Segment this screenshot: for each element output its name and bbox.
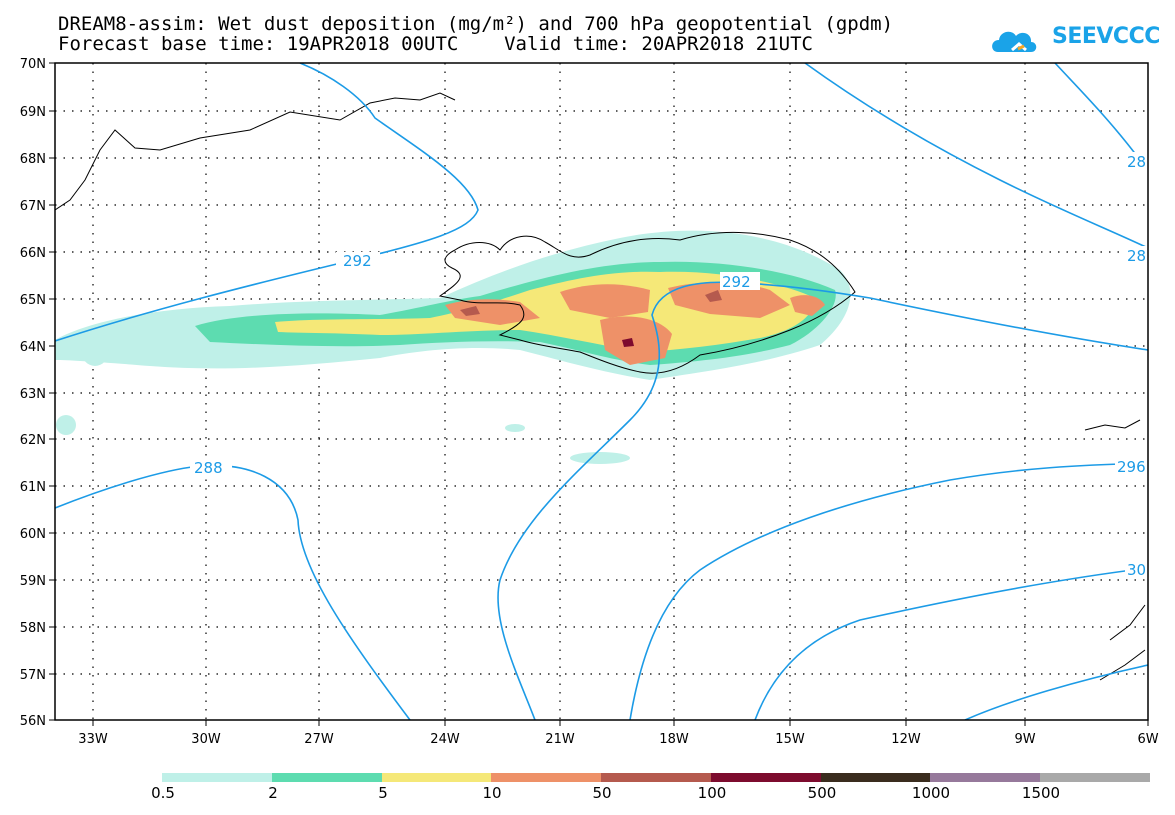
- legend-labels: 0.5 2 5 10 50 100 500 1000 1500: [0, 784, 1175, 804]
- legend-swatch: [381, 773, 492, 782]
- lon-label: 12W: [891, 732, 921, 747]
- legend-label: 1500: [1021, 784, 1061, 802]
- lon-label: 21W: [545, 732, 575, 747]
- contour-label: 296: [1117, 458, 1146, 476]
- lat-label: 69N: [20, 105, 46, 120]
- legend-swatch: [710, 773, 821, 782]
- contour-label: 28: [1127, 247, 1146, 265]
- geopotential-contours: [55, 63, 1148, 720]
- axis-ticks: [49, 62, 1149, 726]
- lon-label: 6W: [1137, 732, 1158, 747]
- lat-label: 66N: [20, 246, 46, 261]
- legend-swatch: [820, 773, 931, 782]
- legend-label: 1000: [911, 784, 951, 802]
- legend-label: 500: [807, 784, 837, 802]
- longitude-labels: 33W 30W 27W 24W 21W 18W 15W 12W 9W 6W: [78, 732, 1158, 747]
- lon-label: 18W: [659, 732, 689, 747]
- chart-title: DREAM8-assim: Wet dust deposition (mg/m²…: [58, 13, 894, 35]
- legend-swatch: [491, 773, 602, 782]
- lon-label: 33W: [78, 732, 108, 747]
- color-legend: [162, 773, 1151, 782]
- legend-swatch: [162, 773, 272, 782]
- grid-lines: [55, 63, 1148, 720]
- contour-label: 30: [1127, 561, 1146, 579]
- lon-label: 15W: [775, 732, 805, 747]
- contour-label: 292: [722, 273, 751, 291]
- lat-label: 60N: [20, 527, 46, 542]
- legend-label: 2: [268, 784, 278, 802]
- lat-label: 62N: [20, 433, 46, 448]
- lon-label: 9W: [1014, 732, 1035, 747]
- contour-label: 288: [194, 459, 223, 477]
- lat-label: 61N: [20, 480, 46, 495]
- contour-labels: 292 292 288 28 28 296 30: [190, 152, 1148, 579]
- legend-swatch: [601, 773, 711, 782]
- chart-subtitle-times: Forecast base time: 19APR2018 00UTC Vali…: [58, 33, 813, 55]
- lon-label: 27W: [304, 732, 334, 747]
- map-frame: [54, 62, 1149, 721]
- lat-label: 65N: [20, 293, 46, 308]
- lat-label: 59N: [20, 574, 46, 589]
- lon-label: 24W: [430, 732, 460, 747]
- legend-label: 50: [592, 784, 612, 802]
- lat-label: 70N: [20, 57, 46, 72]
- lat-label: 56N: [20, 714, 46, 729]
- legend-label: 5: [378, 784, 388, 802]
- dust-deposition-field: [55, 230, 851, 464]
- logo-text: SEEVCCC: [1052, 24, 1160, 49]
- lat-label: 68N: [20, 152, 46, 167]
- legend-label: 0.5: [151, 784, 175, 802]
- lat-label: 57N: [20, 668, 46, 683]
- contour-label: 28: [1127, 153, 1146, 171]
- lon-label: 30W: [191, 732, 221, 747]
- legend-swatch: [930, 773, 1041, 782]
- cloud-icon: [992, 31, 1037, 52]
- lat-label: 67N: [20, 199, 46, 214]
- legend-label: 100: [697, 784, 727, 802]
- coastlines: [55, 92, 1146, 681]
- latitude-labels: 70N 69N 68N 67N 66N 65N 64N 63N 62N 61N …: [20, 57, 46, 729]
- lat-label: 64N: [20, 340, 46, 355]
- legend-swatch: [1040, 773, 1151, 782]
- legend-label: 10: [482, 784, 502, 802]
- lat-label: 63N: [20, 387, 46, 402]
- contour-label: 292: [343, 252, 372, 270]
- legend-swatch: [271, 773, 382, 782]
- lat-label: 58N: [20, 621, 46, 636]
